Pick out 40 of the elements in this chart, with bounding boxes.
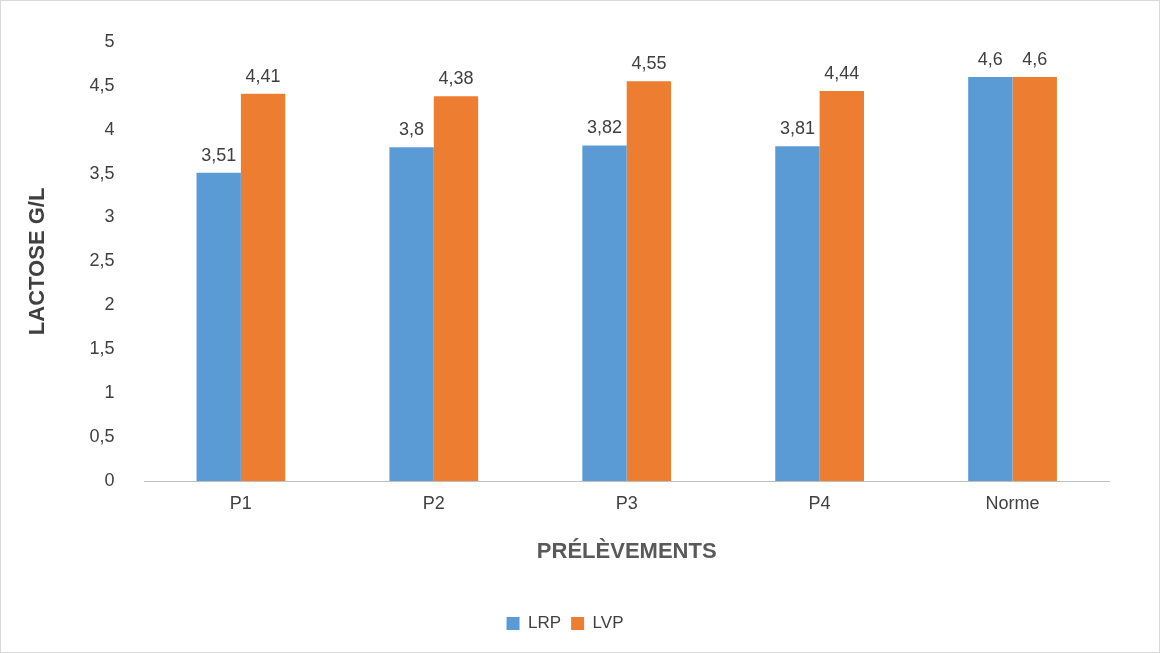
x-axis-title: PRÉLÈVEMENTS <box>536 537 717 563</box>
y-tick-label: 4 <box>104 118 115 139</box>
bar <box>775 146 820 481</box>
x-tick-label: P1 <box>229 492 252 513</box>
y-tick-label: 1,5 <box>89 338 115 359</box>
data-label: 4,38 <box>438 68 474 89</box>
y-axis-title: LACTOSE G/L <box>24 187 50 336</box>
bar <box>582 145 627 481</box>
y-tick-label: 2,5 <box>89 250 115 271</box>
x-tick-label: Norme <box>985 492 1040 513</box>
y-tick-label: 3,5 <box>89 162 115 183</box>
y-tick-label: 0 <box>104 469 115 490</box>
y-tick-label: 0,5 <box>89 426 115 447</box>
data-label: 4,6 <box>977 48 1003 69</box>
y-tick-label: 1 <box>104 382 115 403</box>
bar <box>819 90 864 481</box>
bar <box>1012 76 1057 481</box>
legend-label: LRP <box>528 613 562 633</box>
x-tick-label: P4 <box>808 492 831 513</box>
data-label: 4,6 <box>1022 48 1048 69</box>
legend-label: LVP <box>592 613 624 633</box>
bar <box>626 81 672 481</box>
bar <box>389 147 434 481</box>
bar <box>240 93 286 481</box>
x-tick-label: P3 <box>615 492 638 513</box>
y-tick-label: 5 <box>104 30 115 51</box>
bar <box>196 172 241 481</box>
data-label: 3,51 <box>201 144 237 165</box>
y-tick-label: 2 <box>104 294 115 315</box>
data-label: 3,81 <box>779 118 815 139</box>
data-label: 4,55 <box>631 53 667 74</box>
y-tick-label: 4,5 <box>89 74 115 95</box>
bar <box>433 96 479 481</box>
data-label: 4,44 <box>824 62 860 83</box>
data-label: 3,8 <box>399 119 425 140</box>
data-label: 3,82 <box>587 117 623 138</box>
bar <box>968 76 1013 481</box>
data-label: 4,41 <box>245 65 281 86</box>
x-tick-label: P2 <box>422 492 445 513</box>
y-tick-label: 3 <box>104 206 115 227</box>
